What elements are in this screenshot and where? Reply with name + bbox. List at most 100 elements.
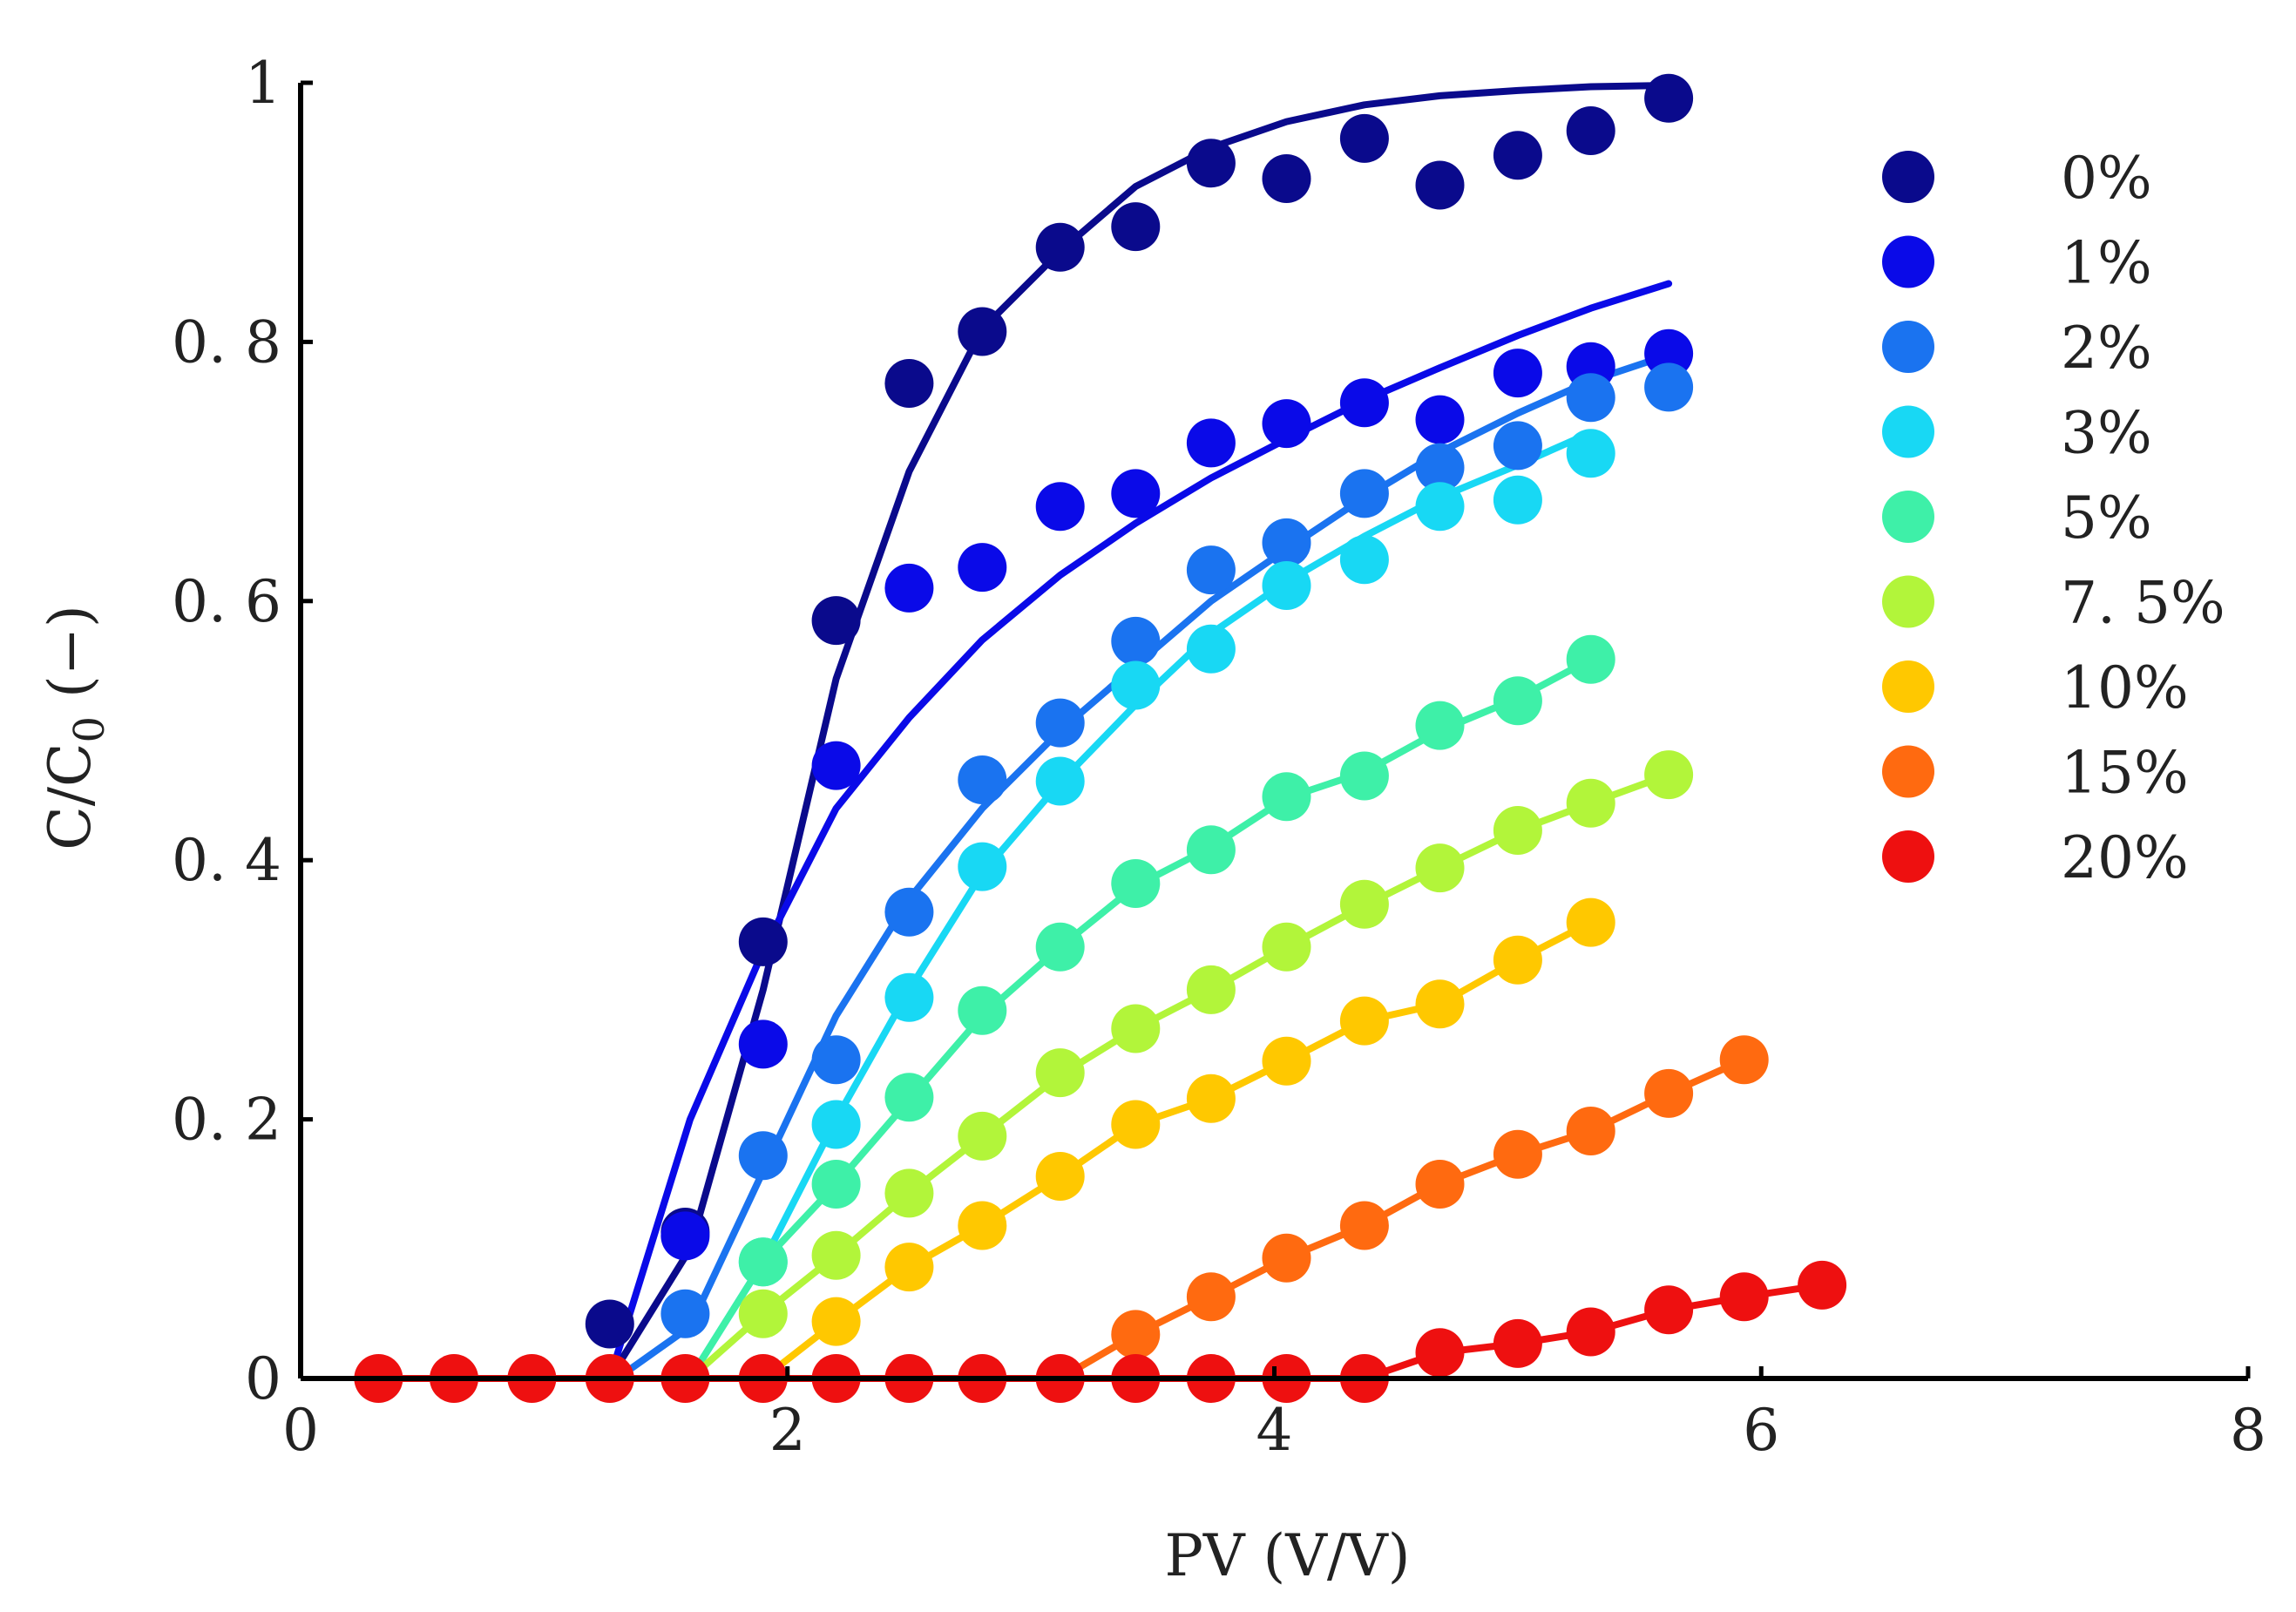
data-point-1-0 xyxy=(660,1211,710,1261)
data-point-6-8 xyxy=(1415,979,1465,1029)
data-point-2-1 xyxy=(738,1131,788,1181)
legend-label-3: 3% xyxy=(2061,400,2152,467)
data-point-3-9 xyxy=(1415,482,1465,532)
legend-label-0: 0% xyxy=(2061,145,2152,212)
data-point-2-12 xyxy=(1566,373,1615,423)
data-point-4-11 xyxy=(1566,634,1615,684)
series-1 xyxy=(606,280,1673,1382)
y-tick-label-0: 0 xyxy=(245,1345,281,1412)
legend-item-8: 20% xyxy=(1882,824,2189,891)
legend-marker-0 xyxy=(1882,151,1934,203)
series-markers-0 xyxy=(585,73,1694,1349)
y-axis-label-suffix: (−) xyxy=(37,605,104,716)
data-point-6-7 xyxy=(1339,996,1389,1046)
legend-label-6: 10% xyxy=(2061,654,2189,721)
series-markers-5 xyxy=(738,750,1694,1338)
data-point-5-8 xyxy=(1339,879,1389,929)
data-point-1-11 xyxy=(1493,349,1542,398)
legend-item-4: 5% xyxy=(1882,484,2152,552)
data-point-6-5 xyxy=(1186,1074,1236,1123)
legend: 0% 1% 2% 3% 5% 7. 5% 10% 15% 20% xyxy=(1882,145,2225,891)
data-point-4-6 xyxy=(1186,825,1236,875)
data-point-6-0 xyxy=(811,1297,861,1346)
data-point-2-0 xyxy=(660,1289,710,1338)
legend-item-5: 7. 5% xyxy=(1882,570,2225,637)
data-point-2-8 xyxy=(1262,518,1311,567)
x-tick-label-3: 6 xyxy=(1743,1397,1779,1464)
y-axis-label-subscript: 0 xyxy=(65,716,114,743)
legend-marker-7 xyxy=(1882,745,1934,798)
data-point-6-6 xyxy=(1262,1036,1311,1086)
data-point-5-5 xyxy=(1111,1004,1161,1053)
data-point-4-0 xyxy=(738,1237,788,1287)
series-0 xyxy=(606,82,1673,1382)
data-point-0-10 xyxy=(1339,113,1389,163)
data-point-6-2 xyxy=(958,1201,1007,1250)
data-point-5-2 xyxy=(884,1168,934,1218)
data-point-8-18 xyxy=(1719,1272,1769,1322)
data-point-1-1 xyxy=(738,1019,788,1069)
legend-marker-6 xyxy=(1882,660,1934,713)
data-point-8-19 xyxy=(1798,1260,1847,1310)
data-point-0-4 xyxy=(884,359,934,408)
data-point-1-5 xyxy=(1035,482,1085,532)
data-point-5-3 xyxy=(958,1111,1007,1161)
legend-marker-1 xyxy=(1882,235,1934,288)
data-point-4-3 xyxy=(958,985,1007,1035)
data-point-1-13 xyxy=(1644,328,1694,378)
data-point-7-5 xyxy=(1493,1129,1542,1179)
data-point-5-10 xyxy=(1493,806,1542,855)
data-point-5-11 xyxy=(1566,778,1615,828)
legend-marker-2 xyxy=(1882,321,1934,373)
legend-label-4: 5% xyxy=(2061,484,2152,552)
series-markers-1 xyxy=(660,328,1694,1261)
data-point-2-11 xyxy=(1493,421,1542,471)
data-point-7-8 xyxy=(1719,1035,1769,1085)
fit-line-7 xyxy=(1056,1056,1748,1382)
y-tick-label-3: 0. 6 xyxy=(172,568,281,635)
data-point-6-3 xyxy=(1035,1152,1085,1201)
data-point-0-3 xyxy=(811,596,861,646)
data-point-5-7 xyxy=(1262,922,1311,972)
data-point-8-17 xyxy=(1644,1285,1694,1335)
legend-item-2: 2% xyxy=(1882,315,2152,382)
data-point-0-2 xyxy=(738,917,788,966)
x-tick-label-2: 4 xyxy=(1256,1397,1293,1464)
data-point-5-1 xyxy=(811,1230,861,1280)
data-point-3-6 xyxy=(1186,624,1236,674)
data-point-3-7 xyxy=(1262,561,1311,610)
x-tick-label-1: 2 xyxy=(769,1397,806,1464)
data-point-7-1 xyxy=(1186,1272,1236,1322)
data-point-1-8 xyxy=(1262,399,1311,449)
data-point-8-14 xyxy=(1415,1328,1465,1378)
data-point-4-8 xyxy=(1339,751,1389,801)
data-point-5-12 xyxy=(1644,750,1694,800)
data-point-5-4 xyxy=(1035,1048,1085,1098)
legend-label-8: 20% xyxy=(2061,824,2189,891)
legend-item-1: 1% xyxy=(1882,230,2152,297)
legend-label-7: 15% xyxy=(2061,740,2189,807)
y-tick-label-4: 0. 8 xyxy=(172,308,281,376)
legend-label-1: 1% xyxy=(2061,230,2152,297)
data-point-2-6 xyxy=(1111,616,1161,666)
series-markers-3 xyxy=(738,429,1615,1287)
data-point-2-5 xyxy=(1035,698,1085,748)
series-markers-2 xyxy=(660,362,1694,1338)
fit-line-0 xyxy=(606,82,1673,1382)
data-point-2-4 xyxy=(958,755,1007,804)
x-tick-label-4: 8 xyxy=(2230,1397,2266,1464)
data-point-4-10 xyxy=(1493,676,1542,726)
data-point-7-3 xyxy=(1339,1201,1389,1250)
data-point-2-3 xyxy=(884,887,934,937)
data-point-7-0 xyxy=(1111,1310,1161,1359)
data-point-4-7 xyxy=(1262,772,1311,822)
data-point-2-2 xyxy=(811,1035,861,1085)
data-point-4-2 xyxy=(884,1073,934,1122)
legend-marker-4 xyxy=(1882,491,1934,543)
legend-marker-3 xyxy=(1882,405,1934,458)
data-point-4-1 xyxy=(811,1160,861,1209)
legend-label-2: 2% xyxy=(2061,315,2152,382)
data-point-0-0 xyxy=(585,1299,634,1349)
